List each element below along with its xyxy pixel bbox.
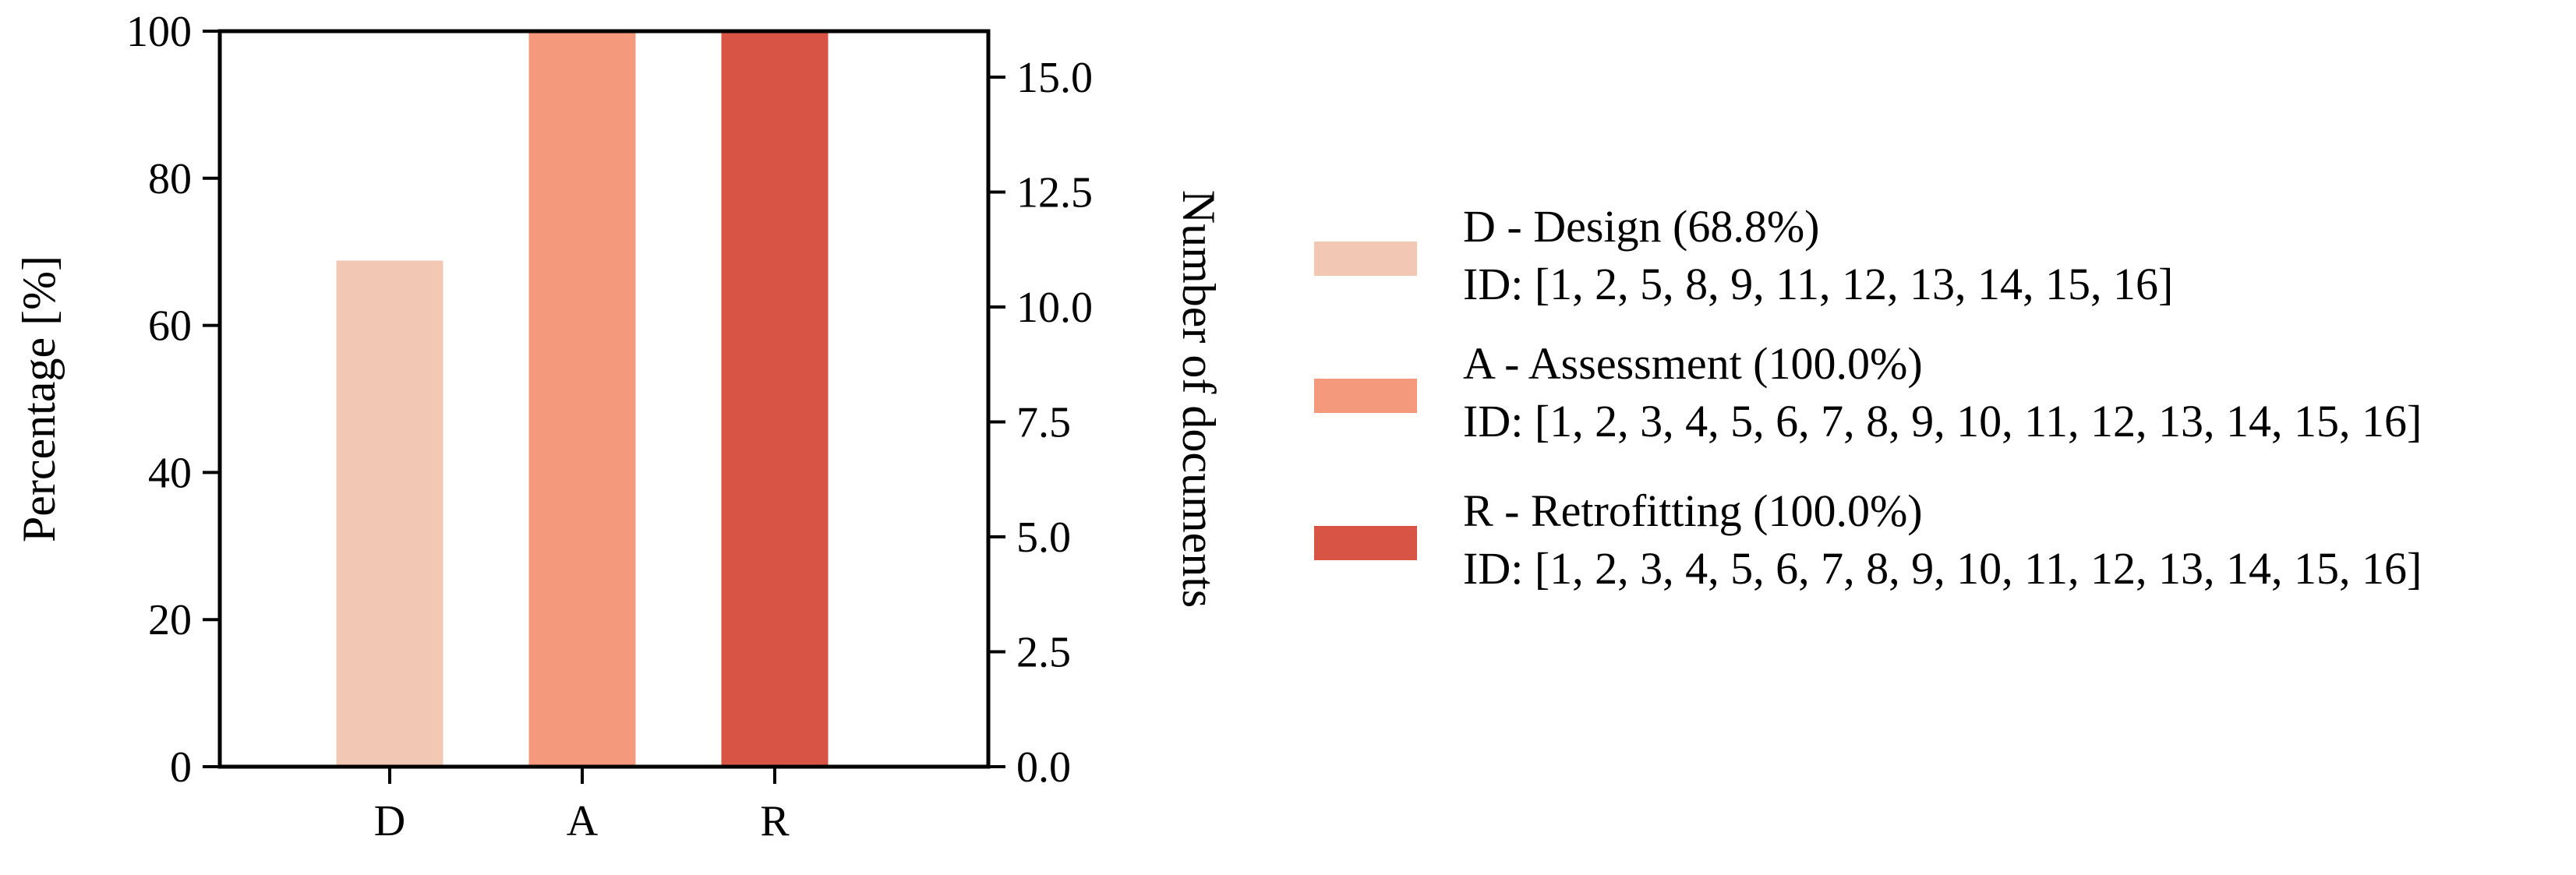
y2-tick-label: 7.5	[1016, 399, 1071, 447]
y2-tick-label: 10.0	[1016, 284, 1093, 332]
legend-swatch	[1314, 242, 1417, 276]
y-tick-label: 60	[148, 302, 192, 351]
legend-label: A - Assessment (100.0%)	[1463, 338, 1923, 389]
legend-label: R - Retrofitting (100.0%)	[1463, 485, 1923, 536]
y-tick-label: 0	[170, 743, 192, 792]
bar-R	[721, 31, 829, 767]
y2-tick-label: 5.0	[1016, 513, 1071, 562]
x-tick-label: A	[567, 797, 599, 845]
y2-tick-label: 2.5	[1016, 629, 1071, 677]
y-tick-label: 40	[148, 449, 192, 497]
bars-group	[336, 31, 829, 767]
right-y-axis: 0.0 2.5 5.0 7.5 10.0 12.5 15.0	[988, 54, 1093, 792]
legend-label: D - Design (68.8%)	[1463, 201, 1819, 252]
legend-swatch	[1314, 379, 1417, 413]
x-tick-label: R	[760, 797, 790, 845]
y2-tick-label: 0.0	[1016, 743, 1071, 792]
y2-tick-label: 15.0	[1016, 54, 1093, 102]
legend: D - Design (68.8%) ID: [1, 2, 5, 8, 9, 11…	[1314, 201, 2422, 594]
y2-tick-label: 12.5	[1016, 169, 1093, 217]
plot-frame	[217, 29, 991, 769]
y-axis-title: Percentage [%]	[13, 256, 65, 542]
left-y-axis: 0 20 40 60 80 100	[126, 8, 220, 792]
x-tick-label: D	[374, 797, 405, 845]
bar-D	[336, 260, 443, 767]
legend-ids: ID: [1, 2, 3, 4, 5, 6, 7, 8, 9, 10, 11, …	[1463, 396, 2422, 446]
legend-ids: ID: [1, 2, 5, 8, 9, 11, 12, 13, 14, 15, …	[1463, 259, 2173, 309]
y2-axis-title: Number of documents	[1173, 190, 1224, 609]
legend-ids: ID: [1, 2, 3, 4, 5, 6, 7, 8, 9, 10, 11, …	[1463, 543, 2422, 594]
bar-A	[528, 31, 636, 767]
y-tick-label: 80	[148, 155, 192, 203]
legend-swatch	[1314, 526, 1417, 560]
y-tick-label: 100	[126, 8, 192, 56]
y-tick-label: 20	[148, 596, 192, 644]
